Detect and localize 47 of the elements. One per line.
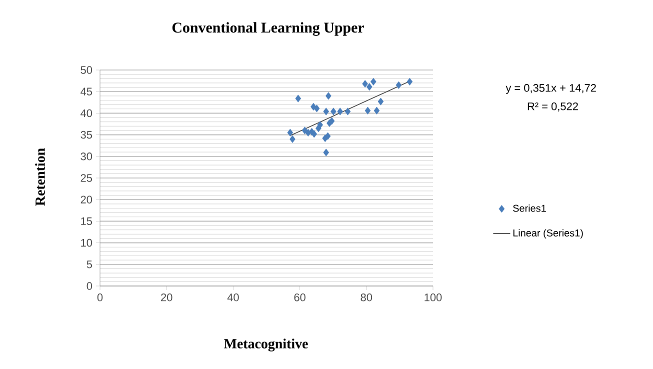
- point: [370, 78, 376, 86]
- y-tick-label: 20: [80, 196, 92, 204]
- y-axis-title: Retention: [35, 148, 45, 206]
- point: [326, 92, 332, 100]
- point: [323, 148, 330, 156]
- point: [362, 80, 368, 88]
- point: [302, 126, 308, 134]
- text: y = 0,351x + 14,72: [506, 84, 596, 94]
- text: R² = 0,522: [528, 102, 578, 112]
- x-tick-label: 0: [97, 294, 103, 302]
- chart-title: Conventional Learning Upper: [172, 22, 364, 36]
- point: [323, 108, 330, 116]
- x-tick-label: 40: [227, 294, 239, 302]
- y-tick-label: 5: [86, 260, 92, 268]
- point: [328, 117, 335, 125]
- y-tick-label: 25: [80, 174, 92, 182]
- y-tick-label: 0: [86, 282, 92, 290]
- point: [364, 106, 371, 114]
- x-tick-label: 60: [294, 294, 306, 302]
- point: [317, 121, 324, 129]
- point: [308, 128, 315, 136]
- y-tick-label: 40: [80, 109, 92, 118]
- y-tick-label: 35: [80, 130, 92, 139]
- point: [344, 108, 351, 116]
- point: [330, 108, 336, 116]
- x-tick-label: 20: [161, 294, 172, 302]
- point: [366, 83, 372, 91]
- point: [295, 94, 302, 102]
- x-tick-label: 100: [424, 294, 442, 302]
- y-tick-label: 50: [80, 66, 92, 74]
- legend-label: Series1: [513, 204, 546, 212]
- point: [314, 104, 320, 112]
- point: [287, 128, 294, 136]
- point: [406, 78, 413, 86]
- point: [337, 108, 343, 116]
- point: [324, 132, 331, 140]
- legend-label: Linear (Series1): [513, 229, 583, 238]
- point: [374, 106, 380, 114]
- y-tick-label: 10: [81, 238, 92, 247]
- y-tick-label: 30: [80, 152, 92, 160]
- x-tick-label: 80: [360, 294, 372, 302]
- y-tick-label: 15: [81, 217, 92, 226]
- point: [378, 98, 384, 106]
- point: [290, 135, 296, 143]
- point: [396, 81, 402, 89]
- y-tick-label: 45: [80, 88, 92, 96]
- x-axis-title: Metacognitive: [224, 338, 308, 352]
